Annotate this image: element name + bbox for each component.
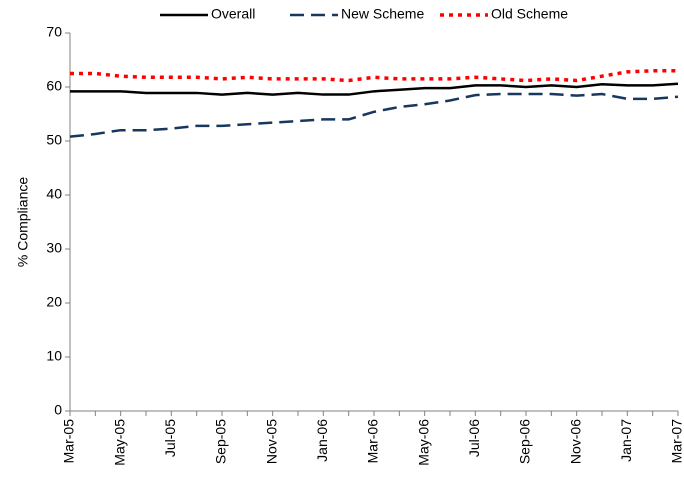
legend-label: Overall xyxy=(211,6,255,22)
x-tick-label: Mar-06 xyxy=(365,419,381,464)
series-line xyxy=(69,92,679,138)
x-tick-label: Nov-06 xyxy=(567,419,583,464)
y-tick-label: 60 xyxy=(46,78,62,94)
x-tick-label: Nov-05 xyxy=(263,419,279,464)
y-tick-label: 50 xyxy=(46,132,62,148)
x-tick-label: Sep-05 xyxy=(213,419,229,464)
x-tick-label: Sep-06 xyxy=(517,419,533,464)
series-line xyxy=(70,69,678,83)
y-tick-label: 0 xyxy=(54,402,62,418)
x-tick-label: Jul-05 xyxy=(162,419,178,457)
y-tick-label: 10 xyxy=(46,348,62,364)
x-tick-label: May-06 xyxy=(415,419,431,466)
y-axis-label: % Compliance xyxy=(15,177,31,267)
x-tick-label: Mar-07 xyxy=(669,419,684,464)
x-tick-label: May-05 xyxy=(111,419,127,466)
legend-label: Old Scheme xyxy=(491,6,568,22)
y-tick-label: 20 xyxy=(46,294,62,310)
y-tick-label: 30 xyxy=(46,240,62,256)
y-tick-label: 70 xyxy=(46,24,62,40)
series-line xyxy=(70,82,679,96)
x-tick-label: Jan-06 xyxy=(314,419,330,462)
legend-label: New Scheme xyxy=(341,6,424,22)
x-tick-label: Jul-06 xyxy=(466,419,482,457)
x-tick-label: Jan-07 xyxy=(618,419,634,462)
x-tick-label: Mar-05 xyxy=(61,419,77,464)
y-tick-label: 40 xyxy=(46,186,62,202)
